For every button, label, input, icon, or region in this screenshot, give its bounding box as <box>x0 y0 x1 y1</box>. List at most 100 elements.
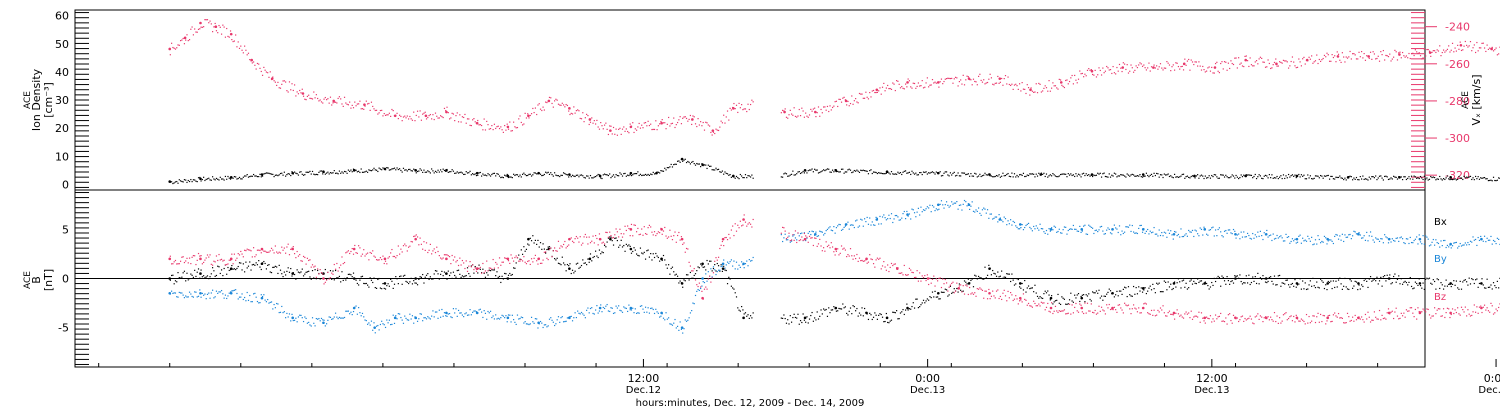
vx-sample <box>1291 56 1294 58</box>
by-sample <box>1140 224 1142 227</box>
bx-sample <box>1485 287 1487 289</box>
density-sample <box>1171 176 1173 178</box>
bx-point <box>1295 282 1299 285</box>
by-sample <box>680 328 683 330</box>
bx-sample <box>1181 280 1183 282</box>
density-sample <box>281 172 283 174</box>
vx-sample <box>360 108 362 110</box>
by-sample <box>1209 229 1212 231</box>
vx-sample <box>912 82 914 84</box>
by-sample <box>433 316 435 318</box>
bx-sample <box>346 276 348 279</box>
bz-sample <box>318 273 320 275</box>
vx-sample <box>545 101 547 103</box>
bx-sample <box>1477 286 1479 288</box>
bx-sample <box>390 278 392 280</box>
by-sample <box>1206 233 1208 235</box>
density-sample <box>1492 176 1495 178</box>
density-sample <box>1074 175 1076 178</box>
density-sample <box>245 175 247 177</box>
density-sample <box>564 172 566 175</box>
vx-sample <box>901 85 903 88</box>
density-sample <box>907 172 909 174</box>
density-sample <box>1100 176 1103 178</box>
vx-sample <box>1445 50 1447 52</box>
bx-sample <box>831 309 834 311</box>
by-sample <box>1106 229 1108 231</box>
bx-sample <box>593 255 595 258</box>
bz-sample <box>288 254 291 256</box>
vx-sample <box>911 87 913 89</box>
density-sample <box>1450 178 1452 180</box>
by-sample <box>1253 237 1255 239</box>
bx-sample <box>790 321 793 323</box>
by-sample <box>965 201 967 203</box>
vx-sample <box>700 121 702 123</box>
vx-sample <box>263 66 265 69</box>
density-sample <box>1275 177 1277 179</box>
by-sample <box>1238 233 1240 235</box>
bx-sample <box>829 312 831 314</box>
vx-sample <box>1165 67 1167 69</box>
vx-sample <box>902 87 904 89</box>
density-sample <box>1124 175 1126 177</box>
by-sample <box>1204 228 1206 230</box>
density-sample <box>711 169 713 171</box>
bx-sample <box>1491 288 1493 290</box>
bx-sample <box>676 275 679 277</box>
by-sample <box>1369 231 1372 233</box>
density-sample <box>559 175 561 178</box>
density-sample <box>1426 177 1428 179</box>
bx-sample <box>1476 278 1478 280</box>
bz-sample <box>217 259 219 262</box>
by-sample <box>1463 244 1465 246</box>
bz-sample <box>292 246 294 248</box>
vx-sample <box>252 61 255 63</box>
bx-sample <box>259 266 261 268</box>
by-sample <box>194 291 196 293</box>
by-sample <box>994 216 996 218</box>
bx-sample <box>1171 288 1173 291</box>
density-sample <box>730 176 732 178</box>
by-sample <box>562 321 565 323</box>
density-sample <box>1360 178 1363 180</box>
vx-sample <box>810 108 812 111</box>
density-sample <box>1320 174 1322 177</box>
by-sample <box>492 315 494 317</box>
vx-sample <box>789 109 791 111</box>
by-sample <box>937 209 939 211</box>
bx-sample <box>921 302 923 304</box>
by-sample <box>1222 236 1224 238</box>
vx-sample <box>1325 56 1327 58</box>
density-sample <box>660 170 662 172</box>
by-sample <box>1394 240 1396 242</box>
by-sample <box>803 232 805 234</box>
vx-sample <box>1346 57 1349 59</box>
density-sample <box>943 172 945 174</box>
vx-sample <box>869 91 871 94</box>
vx-sample <box>793 107 795 109</box>
bx-sample <box>1127 286 1130 288</box>
vx-sample <box>1366 55 1368 57</box>
vx-sample <box>1268 62 1270 65</box>
density-sample <box>519 174 521 176</box>
vx-sample <box>222 24 224 26</box>
density-sample <box>638 174 640 177</box>
bx-sample <box>1111 292 1113 295</box>
density-sample <box>1054 175 1057 177</box>
vx-sample <box>1245 55 1247 57</box>
density-sample <box>1065 173 1067 175</box>
by-sample <box>792 235 794 237</box>
by-sample <box>1423 243 1425 245</box>
density-sample <box>286 174 288 176</box>
vx-sample <box>931 78 934 81</box>
vx-sample <box>938 86 940 88</box>
by-sample <box>1172 238 1174 240</box>
density-sample <box>1286 177 1288 179</box>
bz-sample <box>311 264 314 266</box>
density-sample <box>1175 176 1177 178</box>
vx-sample <box>591 117 593 119</box>
vx-point <box>875 88 879 92</box>
bx-sample <box>889 320 891 322</box>
